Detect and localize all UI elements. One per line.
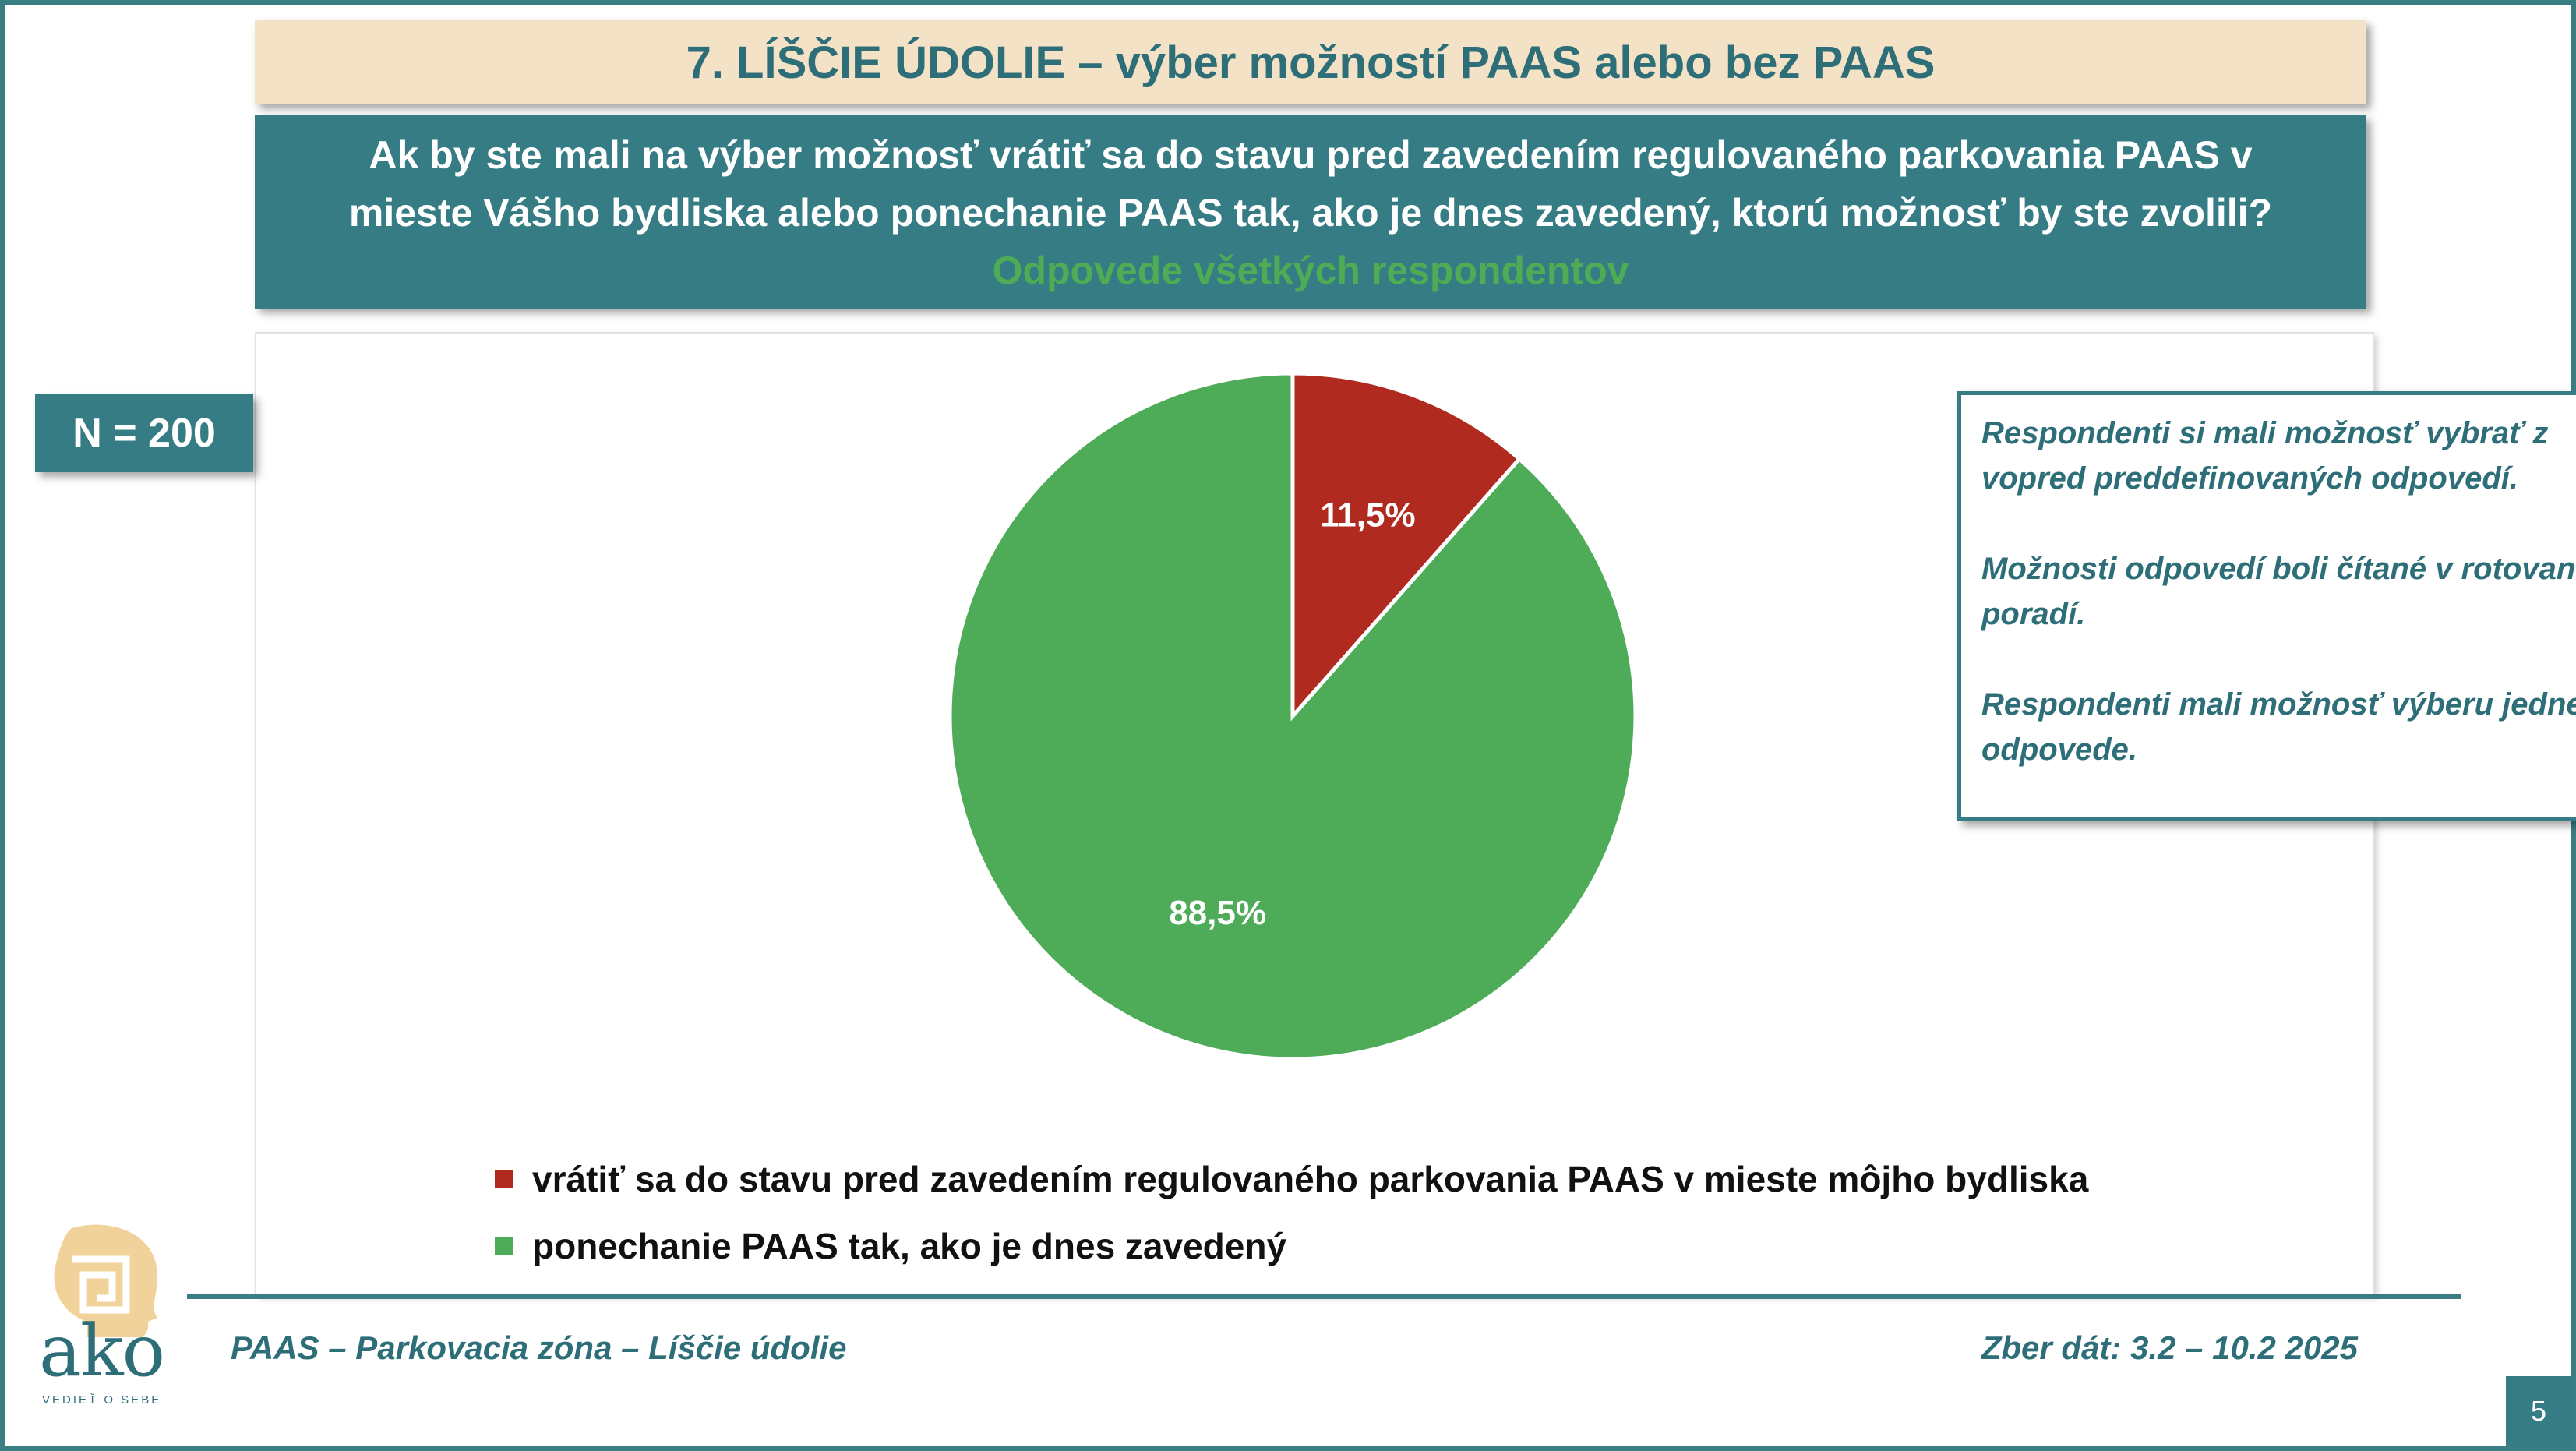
page-number: 5 [2506,1376,2571,1446]
question-subtitle: Odpovede všetkých respondentov [992,249,1629,292]
legend-label-return: vrátiť sa do stavu pred zavedením regulo… [532,1159,2089,1199]
note-paragraph-1: Respondenti si mali možnosť vybrať z vop… [1981,416,2549,496]
note-paragraph-3: Respondenti mali možnosť výberu jednej o… [1981,687,2576,767]
sample-size-label: N = 200 [72,411,216,456]
pie-slice-keep [947,371,1638,1061]
legend-item: ponechanie PAAS tak, ako je dnes zaveden… [495,1213,2088,1280]
logo-tagline: VEDIEŤ O SEBE [42,1393,162,1407]
question-box: Ak by ste mali na výber možnosť vrátiť s… [255,115,2366,309]
pie-slice-return [1290,371,1523,722]
chart-legend: vrátiť sa do stavu pred zavedením regulo… [495,1146,2088,1280]
legend-swatch-keep [495,1237,513,1255]
ako-logo-icon [54,1224,157,1337]
logo-wordmark: ako [39,1309,165,1393]
question-line-2: mieste Vášho bydliska alebo ponechanie P… [348,191,2273,235]
legend-item: vrátiť sa do stavu pred zavedením regulo… [495,1146,2088,1213]
methodology-note: Respondenti si mali možnosť vybrať z vop… [1957,391,2576,821]
footer-project-label: PAAS – Parkovacia zóna – Líščie údolie [231,1329,847,1366]
legend-label-keep: ponechanie PAAS tak, ako je dnes zaveden… [532,1226,1287,1266]
page-number-text: 5 [2530,1395,2547,1427]
footer-divider [187,1294,2461,1299]
sample-size-badge: N = 200 [35,394,253,472]
pie-data-label-keep: 88,5% [1169,894,1266,932]
legend-swatch-return [495,1170,513,1188]
note-paragraph-2: Možnosti odpovedí boli čítané v rotovano… [1981,552,2576,631]
footer-date-range: Zber dát: 3.2 – 10.2 2025 [1981,1329,2358,1366]
pie-data-label-return: 11,5% [1320,496,1415,534]
slide-title-text: 7. LÍŠČIE ÚDOLIE – výber možností PAAS a… [686,37,1936,88]
question-line-1: Ak by ste mali na výber možnosť vrátiť s… [369,133,2253,177]
slide-title: 7. LÍŠČIE ÚDOLIE – výber možností PAAS a… [255,20,2366,104]
